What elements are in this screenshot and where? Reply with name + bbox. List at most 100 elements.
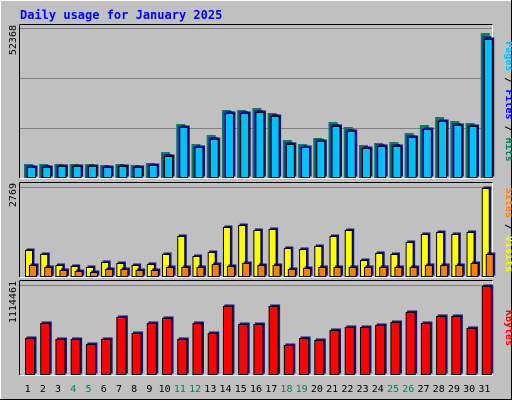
x-tick-label-day-12: 12: [189, 384, 201, 395]
bar-kbytes-day-4: [70, 339, 81, 375]
bar-kbytes-day-25: [390, 322, 401, 375]
bar-pages-day-14: [224, 113, 234, 178]
y-axis-label-top-part: Files: [503, 89, 512, 119]
bar-kbytes-day-24: [375, 325, 386, 375]
x-tick-label-day-18: 18: [280, 384, 292, 395]
x-tick-label-day-25: 25: [387, 384, 399, 395]
y-axis-label-mid-part: Sites: [503, 188, 512, 218]
bar-pages-day-2: [42, 167, 52, 178]
bar-sites-day-3: [59, 270, 68, 277]
bar-pages-day-9: [148, 165, 158, 178]
x-tick-label-day-27: 27: [417, 384, 429, 395]
x-tick-label-day-19: 19: [296, 384, 308, 395]
bar-kbytes-day-18: [283, 345, 294, 375]
bar-kbytes-day-16: [253, 324, 264, 375]
x-tick-label-day-21: 21: [326, 384, 338, 395]
bar-sites-day-13: [211, 264, 220, 277]
bar-sites-day-11: [181, 267, 190, 277]
bar-pages-day-19: [301, 147, 311, 178]
x-tick-label-day-10: 10: [159, 384, 171, 395]
x-tick-label-day-6: 6: [101, 384, 107, 395]
y-axis-label-top-part: /: [503, 120, 512, 138]
x-tick-label-day-3: 3: [55, 384, 61, 395]
bar-kbytes-day-29: [451, 316, 462, 375]
y-axis-label-mid-part: Visits: [503, 236, 512, 272]
bar-pages-day-15: [240, 113, 250, 178]
bar-pages-day-21: [331, 126, 341, 178]
bar-sites-day-7: [120, 269, 129, 277]
bar-sites-day-27: [424, 265, 433, 277]
bar-kbytes-day-28: [436, 316, 447, 375]
bar-pages-day-16: [255, 112, 265, 178]
x-tick-label-day-29: 29: [448, 384, 460, 395]
bar-pages-day-22: [346, 131, 356, 178]
bar-pages-day-20: [316, 141, 326, 178]
x-tick-label-day-13: 13: [204, 384, 216, 395]
bar-kbytes-day-13: [207, 333, 218, 375]
bar-pages-day-1: [27, 167, 36, 178]
bar-kbytes-day-20: [314, 340, 325, 375]
y-axis-label-mid: Sites / Visits: [503, 188, 512, 272]
bar-pages-day-4: [72, 166, 82, 178]
bar-kbytes-day-26: [405, 312, 416, 375]
bar-sites-day-6: [105, 269, 114, 277]
x-tick-label-day-2: 2: [40, 384, 46, 395]
bar-pages-day-28: [438, 121, 448, 178]
bar-sites-day-22: [348, 267, 357, 277]
bar-sites-day-30: [470, 263, 479, 277]
bar-kbytes-day-17: [268, 306, 279, 375]
y-axis-label-top: Pages / Files / Hits: [503, 41, 512, 161]
bar-kbytes-day-9: [146, 323, 157, 375]
bar-sites-day-16: [257, 265, 266, 277]
x-tick-label-day-28: 28: [433, 384, 445, 395]
y-axis-label-bottom: KBytes: [503, 310, 512, 346]
bar-kbytes-day-30: [466, 328, 477, 375]
bar-sites-day-26: [409, 267, 418, 277]
bar-pages-day-30: [468, 126, 478, 178]
bar-pages-day-27: [422, 129, 432, 178]
bar-pages-day-23: [361, 148, 371, 178]
x-tick-label-day-16: 16: [250, 384, 262, 395]
bar-pages-day-12: [194, 147, 204, 178]
bar-sites-day-17: [272, 265, 281, 277]
bar-kbytes-day-19: [299, 338, 310, 375]
bar-sites-day-31: [485, 254, 494, 277]
bar-sites-day-14: [226, 266, 235, 277]
bar-sites-day-9: [150, 270, 159, 277]
bar-pages-day-5: [87, 166, 97, 178]
x-tick-label-day-4: 4: [70, 384, 76, 395]
x-tick-label-day-9: 9: [146, 384, 152, 395]
chart-title: Daily usage for January 2025: [20, 8, 222, 22]
x-tick-label-day-31: 31: [478, 384, 490, 395]
x-tick-label-day-22: 22: [341, 384, 353, 395]
x-tick-label-day-17: 17: [265, 384, 277, 395]
y-axis-label-bottom-part: KBytes: [503, 310, 512, 346]
bar-kbytes-day-14: [222, 306, 233, 375]
bar-sites-day-20: [318, 267, 327, 277]
bar-pages-day-29: [453, 125, 463, 178]
x-tick-label-day-30: 30: [463, 384, 475, 395]
bar-sites-day-5: [89, 272, 98, 277]
bar-pages-day-13: [209, 139, 219, 178]
bar-sites-day-12: [196, 267, 205, 277]
bar-sites-day-18: [287, 269, 296, 277]
x-tick-label-day-8: 8: [131, 384, 137, 395]
y-axis-label-mid-part: /: [503, 218, 512, 236]
bar-kbytes-day-11: [177, 339, 188, 375]
x-tick-label-day-20: 20: [311, 384, 323, 395]
bar-pages-day-7: [118, 166, 128, 178]
x-tick-label-day-1: 1: [25, 384, 31, 395]
bar-sites-day-4: [74, 271, 83, 277]
bar-kbytes-day-6: [101, 339, 112, 375]
bar-kbytes-day-3: [55, 339, 66, 375]
bar-kbytes-day-31: [481, 286, 492, 375]
bar-pages-day-26: [407, 137, 417, 178]
bar-kbytes-day-8: [131, 333, 142, 375]
bar-pages-day-24: [377, 146, 387, 178]
bar-kbytes-day-22: [344, 327, 355, 375]
bar-sites-day-2: [44, 267, 53, 277]
bar-pages-day-31: [483, 39, 493, 178]
bar-kbytes-day-10: [162, 318, 173, 375]
